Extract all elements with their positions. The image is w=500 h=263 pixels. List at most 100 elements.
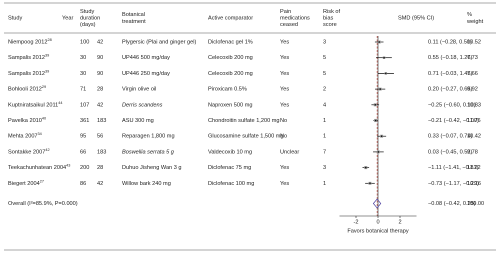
- study-name: Niempoog 201228: [8, 38, 52, 45]
- header-risk: Risk of: [323, 9, 341, 15]
- comparator: Valdecoxib 10 mg: [208, 149, 252, 155]
- point-dot: [377, 151, 380, 153]
- smd-ci: 0.55 (−0.18, 1.26): [428, 55, 472, 61]
- point-dot: [385, 72, 387, 75]
- duration: 28: [97, 165, 103, 171]
- reference: 29: [42, 85, 46, 89]
- study-name: Sampalis 201239: [8, 69, 49, 76]
- treatment: Willow bark 240 mg: [122, 181, 171, 187]
- pain-medications: Yes: [280, 102, 289, 108]
- weight: 10.42: [467, 134, 481, 140]
- x-tick-label: 2: [398, 219, 401, 225]
- reference: 39: [45, 54, 49, 58]
- sample-size: 200: [80, 165, 89, 171]
- weight: 10.52: [467, 39, 481, 45]
- header-weight: %: [467, 12, 472, 18]
- reference: 39: [45, 69, 49, 73]
- pain-medications: Yes: [280, 39, 289, 45]
- treatment: Boswellia serrata 5 g: [122, 149, 175, 155]
- weight: 11.22: [467, 165, 481, 171]
- risk-score: 2: [323, 87, 326, 93]
- study-name: Sontakke 200742: [8, 148, 50, 155]
- sample-size: 100: [80, 39, 89, 45]
- weight: 9.78: [467, 149, 478, 155]
- reference: 28: [48, 38, 52, 42]
- header-treatment: Botanical: [122, 12, 145, 18]
- point-dot: [378, 41, 381, 43]
- header-smd: SMD (95% CI): [398, 15, 434, 21]
- smd-ci: 0.11 (−0.28, 0.50): [428, 39, 472, 45]
- x-axis-label: Favors botanical therapy: [347, 228, 408, 234]
- pain-medications: Unclear: [280, 149, 299, 155]
- x-tick-label: 0: [376, 219, 379, 225]
- risk-score: 3: [323, 165, 326, 171]
- treatment: UP446 250 mg/day: [122, 71, 170, 77]
- smd-ci: 0.20 (−0.27, 0.66): [428, 87, 472, 93]
- reference: 34: [38, 132, 42, 136]
- risk-score: 5: [323, 55, 326, 61]
- point-dot: [369, 182, 371, 185]
- duration: 56: [97, 134, 103, 140]
- header-pain: medications: [280, 15, 310, 21]
- point-dot: [374, 104, 377, 106]
- duration: 183: [97, 149, 106, 155]
- header-pain: Pain: [280, 9, 291, 15]
- treatment: Derris scandens: [122, 102, 163, 108]
- weight: 11.76: [467, 118, 481, 124]
- study-name: Bohlooli 201229: [8, 85, 46, 92]
- point-dot: [379, 88, 382, 90]
- duration: 183: [97, 118, 106, 124]
- header-duration: Study: [80, 9, 95, 15]
- comparator: Diclofenac gel 1%: [208, 39, 253, 45]
- smd-ci: −1.11 (−1.41, −0.81): [428, 165, 479, 171]
- reference: 40: [42, 117, 46, 121]
- pain-medications: Yes: [280, 55, 289, 61]
- sample-size: 30: [80, 55, 86, 61]
- smd-ci: −0.21 (−0.42, −0.00): [428, 118, 479, 124]
- duration: 42: [97, 102, 103, 108]
- duration: 42: [97, 181, 103, 187]
- smd-ci: −0.73 (−1.17, −0.29): [428, 181, 479, 187]
- overall-label: Overall (I²=85.9%, P=0.000): [8, 201, 78, 207]
- comparator: Naproxen 500 mg: [208, 102, 252, 108]
- header-risk: bias: [323, 15, 333, 21]
- reference: 27: [40, 179, 44, 183]
- header-risk: score: [323, 22, 337, 28]
- study-name: Teekachunhatean 200443: [8, 164, 70, 171]
- risk-score: 1: [323, 118, 326, 124]
- study-name: Biegert 200427: [8, 179, 44, 186]
- point-dot: [364, 166, 367, 169]
- x-tick-label: -2: [354, 219, 359, 225]
- pain-medications: No: [280, 118, 287, 124]
- point-dot: [374, 119, 377, 122]
- header-duration: (days): [80, 22, 96, 28]
- weight: 9.92: [467, 87, 478, 93]
- comparator: Celecoxib 200 mg: [208, 55, 253, 61]
- treatment: Virgin olive oil: [122, 87, 156, 93]
- sample-size: 107: [80, 102, 89, 108]
- sample-size: 66: [80, 149, 86, 155]
- pain-medications: Yes: [280, 71, 289, 77]
- overall-smd-ci: −0.08 (−0.42, 0.25): [428, 201, 476, 207]
- pain-medications: No: [280, 134, 287, 140]
- sample-size: 361: [80, 118, 89, 124]
- comparator: Diclofenac 75 mg: [208, 165, 251, 171]
- overall-diamond: [372, 198, 382, 209]
- weight: 7.66: [467, 71, 478, 77]
- pain-medications: Yes: [280, 165, 289, 171]
- duration: 42: [97, 39, 103, 45]
- duration: 90: [97, 55, 103, 61]
- header-treatment: treatment: [122, 19, 146, 25]
- header-study: Study: [8, 15, 23, 21]
- study-name: Sampalis 201239: [8, 54, 49, 61]
- study-name: Kuptniratsaikul 201144: [8, 101, 63, 108]
- sample-size: 71: [80, 87, 86, 93]
- pain-medications: Yes: [280, 181, 289, 187]
- duration: 90: [97, 71, 103, 77]
- weight: 7.73: [467, 55, 478, 61]
- pain-medications: Yes: [280, 87, 289, 93]
- study-name: Mehta 200734: [8, 132, 42, 139]
- sample-size: 86: [80, 181, 86, 187]
- comparator: Piroxicam 0.5%: [208, 87, 247, 93]
